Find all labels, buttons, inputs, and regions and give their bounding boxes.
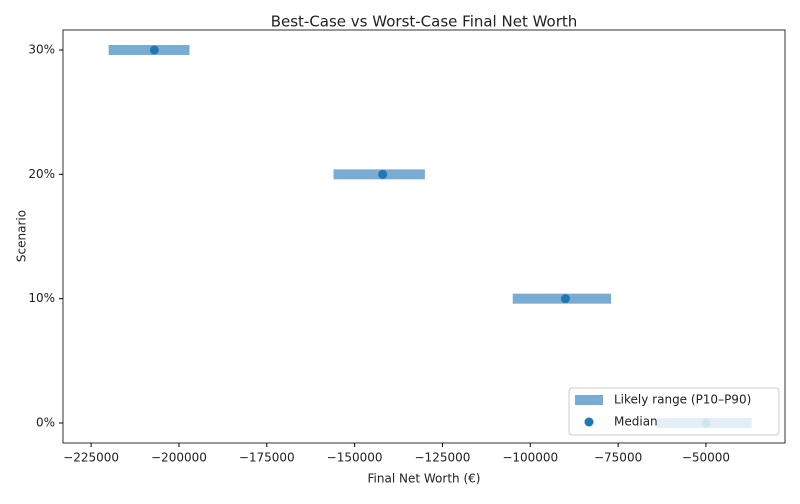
range-bar: [108, 45, 190, 55]
y-axis-label: Scenario: [15, 210, 29, 262]
legend-label: Likely range (P10–P90): [614, 393, 751, 407]
x-tick-label: −175000: [239, 451, 295, 465]
y-tick-label: 20%: [28, 167, 55, 181]
x-tick-label: −225000: [63, 451, 119, 465]
x-tick-label: −50000: [682, 451, 730, 465]
median-dot: [149, 45, 159, 55]
y-tick-label: 30%: [28, 43, 55, 57]
legend-marker: [584, 417, 594, 427]
legend-label: Median: [614, 415, 658, 429]
x-tick-label: −100000: [502, 451, 558, 465]
x-tick-label: −150000: [327, 451, 383, 465]
chart-title: Best-Case vs Worst-Case Final Net Worth: [271, 13, 578, 31]
y-tick-label: 10%: [28, 291, 55, 305]
median-dot: [378, 169, 388, 179]
legend-swatch: [575, 395, 603, 405]
y-tick-label: 0%: [36, 416, 55, 430]
plot-frame: [62, 29, 786, 444]
x-tick-label: −125000: [415, 451, 471, 465]
x-axis-label: Final Net Worth (€): [368, 472, 481, 486]
median-dot: [560, 294, 570, 304]
legend-box: [568, 387, 780, 436]
x-tick-label: −200000: [151, 451, 207, 465]
x-tick-label: −75000: [594, 451, 642, 465]
